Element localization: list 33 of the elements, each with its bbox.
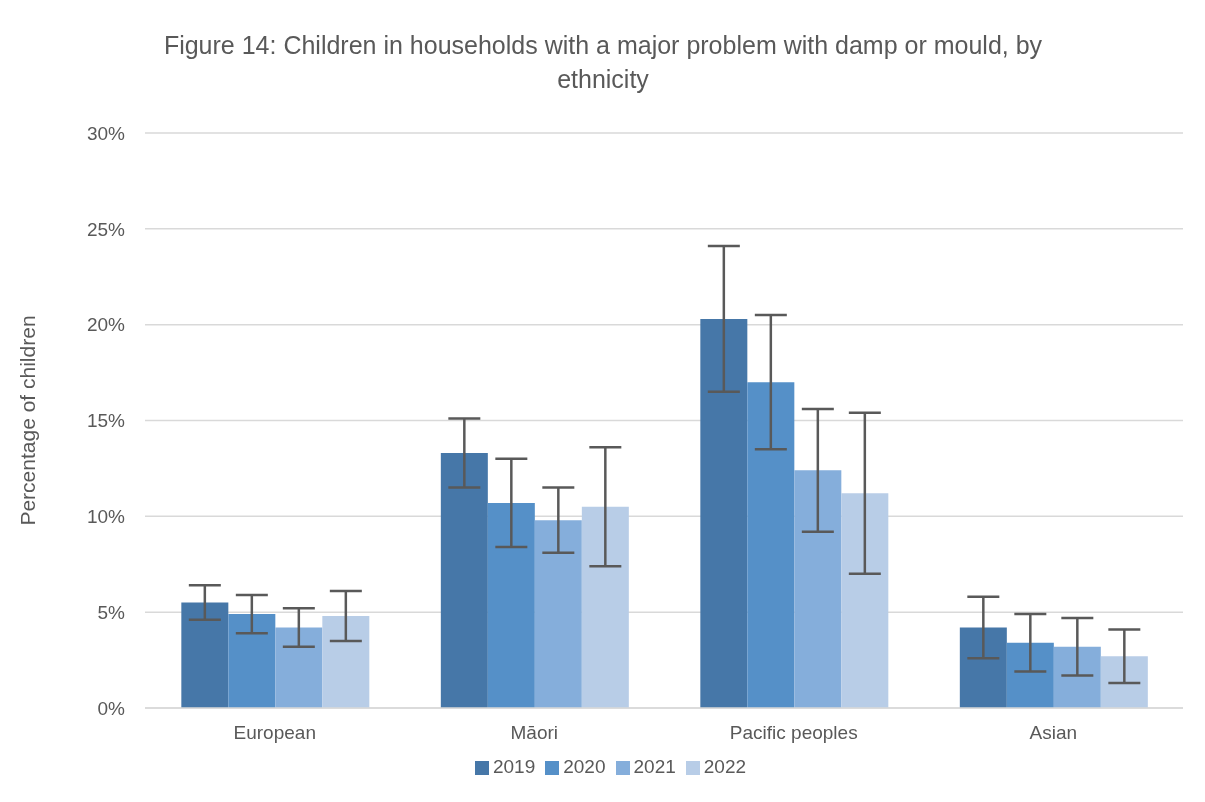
bar [1100, 656, 1148, 708]
legend-label: 2020 [563, 756, 606, 777]
y-tick-label: 20% [86, 314, 126, 336]
bar [581, 506, 629, 708]
x-tick-label: Māori [510, 722, 559, 744]
y-axis-title: Percentage of children [16, 315, 40, 526]
y-tick-label: 5% [97, 601, 126, 623]
bar [534, 520, 582, 708]
bar [228, 614, 276, 708]
legend-label: 2022 [703, 756, 747, 777]
bar [841, 493, 889, 708]
y-tick-label: 25% [86, 218, 126, 240]
bar [959, 627, 1007, 708]
bar [747, 382, 795, 708]
bar [1006, 642, 1054, 708]
bar [700, 318, 748, 708]
x-tick-label: Asian [1029, 722, 1078, 744]
bar [322, 616, 370, 708]
y-tick-label: 30% [86, 122, 126, 144]
bar [440, 453, 488, 708]
y-tick-label: 10% [86, 506, 126, 528]
bar [1053, 646, 1101, 708]
legend-label: 2019 [492, 756, 536, 777]
bar [181, 602, 229, 708]
bar [794, 470, 842, 708]
x-tick-label: Pacific peoples [729, 722, 858, 744]
y-tick-label: 0% [97, 697, 126, 719]
chart-title: Figure 14: Children in households with a major problem with damp or mould, by ethnicity [162, 30, 1044, 95]
y-tick-label: 15% [86, 410, 126, 432]
legend-label: 2021 [633, 756, 676, 777]
x-tick-label: European [233, 722, 316, 744]
bar [487, 502, 535, 708]
bar [275, 627, 323, 708]
